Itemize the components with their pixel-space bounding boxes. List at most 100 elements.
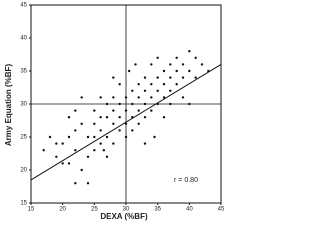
point [131, 116, 134, 119]
y-axis-label: Army Equation (%BF) [4, 64, 13, 147]
point [137, 96, 140, 99]
point [181, 96, 185, 99]
point [74, 149, 77, 152]
x-tick-label: 40 [186, 207, 193, 213]
point [143, 102, 147, 106]
point [131, 89, 134, 93]
point [131, 102, 134, 106]
point [105, 135, 109, 139]
point [118, 102, 121, 106]
point [112, 109, 115, 112]
point [80, 96, 83, 99]
point [55, 142, 58, 145]
point [194, 76, 197, 79]
regression-line [30, 63, 222, 181]
point [93, 122, 96, 126]
page: {"chart_data": {"type": "scatter", "xlab… [4, 2, 225, 222]
x-tick-label: 30 [123, 207, 130, 213]
y-tick-label: 25 [20, 135, 27, 141]
point [74, 109, 77, 112]
point [169, 76, 172, 79]
x-tick-label: 20 [59, 207, 66, 213]
point [131, 129, 134, 132]
point [150, 109, 153, 112]
x-tick-label: 15 [28, 207, 35, 213]
chart: DEXA (%BF) Army Equation (%BF) 15 20 25 30 3… [4, 3, 225, 222]
point [162, 83, 166, 86]
point [175, 69, 178, 73]
point [67, 116, 71, 119]
point [67, 135, 71, 139]
point [134, 63, 137, 66]
point [143, 116, 147, 119]
point [169, 89, 172, 93]
point [143, 142, 147, 145]
point [93, 135, 96, 139]
point [162, 96, 166, 99]
point [55, 155, 58, 158]
point [124, 96, 128, 99]
point [143, 76, 147, 79]
point [105, 102, 109, 106]
point [74, 182, 77, 185]
point [150, 96, 153, 99]
point [127, 69, 131, 73]
point [99, 116, 102, 119]
point [188, 69, 191, 73]
point [99, 129, 102, 132]
point [80, 122, 83, 126]
point [118, 129, 121, 132]
point [188, 102, 191, 106]
point [200, 63, 204, 66]
y-tick-label: 40 [20, 36, 27, 42]
point [175, 83, 178, 86]
point [162, 116, 166, 119]
point [169, 102, 172, 106]
point [137, 83, 140, 86]
point [102, 149, 106, 152]
x-tick-label: 45 [218, 207, 225, 213]
y-tick-label: 15 [20, 201, 27, 207]
point [156, 56, 159, 59]
point [188, 50, 191, 53]
point [80, 168, 83, 172]
x-axis-label: DEXA (%BF) [100, 212, 148, 221]
point [105, 116, 109, 119]
point [207, 69, 210, 73]
y-tick-label: 35 [20, 69, 27, 75]
point [124, 122, 128, 126]
point [48, 135, 52, 139]
y-tick-label: 45 [20, 3, 27, 9]
point [150, 83, 153, 86]
point [61, 142, 64, 145]
point [175, 56, 178, 59]
point [61, 162, 64, 165]
annotation: r = 0.80 [174, 177, 198, 184]
point [86, 155, 90, 158]
point [153, 135, 156, 139]
point [67, 162, 71, 165]
point [105, 155, 109, 158]
point [42, 149, 45, 152]
point [124, 135, 128, 139]
point [137, 122, 140, 126]
point [112, 122, 115, 126]
point [181, 63, 185, 66]
point [124, 109, 128, 112]
point [93, 149, 96, 152]
point [99, 142, 102, 145]
y-tick-label: 30 [20, 102, 27, 108]
x-tick-label: 25 [91, 207, 98, 213]
point [112, 76, 115, 79]
point [156, 89, 159, 93]
point [143, 89, 147, 93]
point [112, 96, 115, 99]
point [112, 142, 115, 145]
point [99, 96, 102, 99]
point [156, 102, 159, 106]
point [150, 63, 153, 66]
x-tick-label: 35 [154, 207, 161, 213]
point [86, 182, 90, 185]
point [169, 63, 172, 66]
point [181, 76, 185, 79]
